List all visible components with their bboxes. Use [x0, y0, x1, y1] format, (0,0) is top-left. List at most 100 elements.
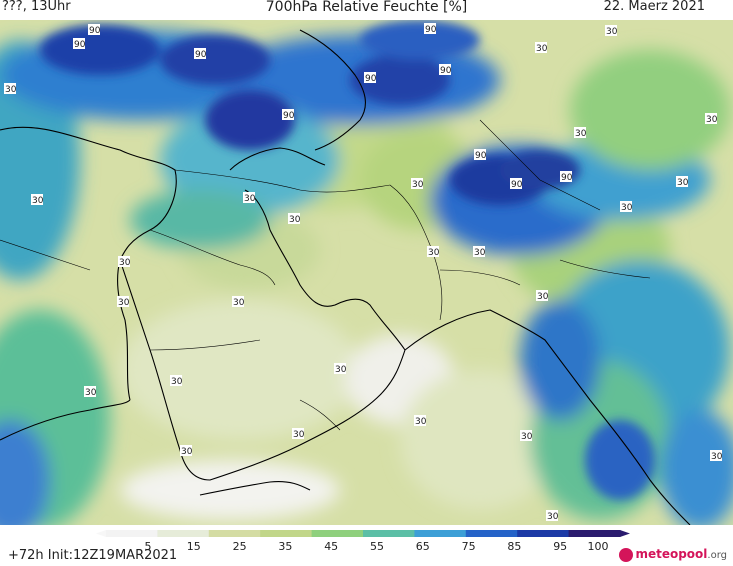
- contour-label-30: 30: [411, 178, 424, 190]
- contour-label-30: 30: [414, 415, 427, 427]
- svg-text:90: 90: [511, 180, 523, 190]
- svg-text:30: 30: [244, 194, 256, 204]
- svg-text:30: 30: [575, 129, 587, 139]
- contour-label-30: 30: [84, 386, 97, 398]
- forecast-day-label: ???, 13Uhr: [2, 0, 71, 14]
- svg-text:30: 30: [289, 215, 301, 225]
- svg-text:90: 90: [195, 50, 207, 60]
- svg-text:30: 30: [412, 180, 424, 190]
- contour-label-90: 90: [510, 178, 523, 190]
- svg-text:90: 90: [89, 26, 101, 36]
- colorbar-tick-label: 55: [370, 540, 384, 553]
- svg-text:30: 30: [118, 298, 130, 308]
- colorbar-tick-label: 95: [553, 540, 567, 553]
- contour-label-90: 90: [282, 109, 295, 121]
- contour-label-30: 30: [31, 194, 44, 206]
- contour-label-30: 30: [292, 428, 305, 440]
- colorbar-tick-label: 35: [278, 540, 292, 553]
- map-title: 700hPa Relative Feuchte [%]: [265, 0, 468, 15]
- contour-label-30: 30: [473, 246, 486, 258]
- svg-text:30: 30: [415, 417, 427, 427]
- contour-label-30: 30: [232, 296, 245, 308]
- svg-text:30: 30: [85, 388, 97, 398]
- contour-label-90: 90: [439, 64, 452, 76]
- contour-label-30: 30: [4, 83, 17, 95]
- colorbar-segment: [106, 530, 158, 537]
- colorbar-tick-label: 100: [588, 540, 609, 553]
- colorbar-tick-label: 65: [416, 540, 430, 553]
- svg-text:30: 30: [621, 203, 633, 213]
- colorbar-tick-label: 15: [187, 540, 201, 553]
- meteopool-logo-icon: [619, 547, 634, 562]
- contour-label-90: 90: [474, 149, 487, 161]
- contour-labels: 90 90 90 90 90 90 90 90 90 90 30 30 30 3…: [4, 23, 723, 522]
- colorbar-tick-label: 75: [462, 540, 476, 553]
- colorbar-segment: [363, 530, 415, 537]
- contour-label-90: 90: [88, 24, 101, 36]
- svg-text:30: 30: [706, 115, 718, 125]
- colorbar-tick-label: 85: [507, 540, 521, 553]
- svg-text:30: 30: [171, 377, 183, 387]
- svg-text:30: 30: [428, 248, 440, 258]
- contour-label-30: 30: [546, 510, 559, 522]
- contour-label-30: 30: [710, 450, 723, 462]
- svg-text:90: 90: [283, 111, 295, 121]
- svg-text:90: 90: [440, 66, 452, 76]
- humidity-field: [0, 30, 733, 540]
- contour-label-30: 30: [118, 256, 131, 268]
- svg-text:30: 30: [606, 27, 618, 37]
- contour-label-30: 30: [170, 375, 183, 387]
- humidity-map: 90 90 90 90 90 90 90 90 90 90 30 30 30 3…: [0, 20, 733, 540]
- colorbar-tick-label: 25: [233, 540, 247, 553]
- contour-label-30: 30: [676, 176, 689, 188]
- svg-text:30: 30: [293, 430, 305, 440]
- colorbar-segment: [465, 530, 518, 537]
- contour-label-30: 30: [536, 290, 549, 302]
- svg-text:90: 90: [561, 173, 573, 183]
- colorbar-segment: [311, 530, 364, 537]
- svg-text:30: 30: [711, 452, 723, 462]
- contour-label-90: 90: [73, 38, 86, 50]
- forecast-date: 22. Maerz 2021: [603, 0, 705, 14]
- colorbar-max-arrow: [620, 530, 630, 537]
- contour-label-30: 30: [180, 445, 193, 457]
- colorbar-tick-label: 45: [324, 540, 338, 553]
- contour-label-30: 30: [605, 25, 618, 37]
- svg-text:90: 90: [74, 40, 86, 50]
- contour-label-30: 30: [620, 201, 633, 213]
- contour-label-30: 30: [520, 430, 533, 442]
- svg-text:30: 30: [521, 432, 533, 442]
- colorbar-segment: [414, 530, 467, 537]
- colorbar-tick-label: 5: [145, 540, 152, 553]
- svg-text:30: 30: [233, 298, 245, 308]
- colorbar: 5 15 25 35 45 55 65 75 85 95 100: [96, 530, 630, 553]
- svg-text:30: 30: [181, 447, 193, 457]
- contour-label-90: 90: [194, 48, 207, 60]
- contour-label-30: 30: [535, 42, 548, 54]
- svg-text:30: 30: [335, 365, 347, 375]
- colorbar-segment: [517, 530, 570, 537]
- svg-text:30: 30: [536, 44, 548, 54]
- svg-text:90: 90: [475, 151, 487, 161]
- country-borders: [0, 119, 651, 431]
- svg-text:30: 30: [32, 196, 44, 206]
- contour-label-90: 90: [424, 23, 437, 35]
- coastlines: [0, 29, 691, 526]
- svg-text:30: 30: [474, 248, 486, 258]
- contour-label-30: 30: [243, 192, 256, 204]
- contour-label-30: 30: [117, 296, 130, 308]
- header-bar: ???, 13Uhr 700hPa Relative Feuchte [%] 2…: [0, 0, 733, 20]
- meteopool-logo[interactable]: meteopool.org: [619, 547, 727, 562]
- footer: 5 15 25 35 45 55 65 75 85 95 100: [0, 525, 733, 566]
- svg-text:90: 90: [365, 74, 377, 84]
- contour-label-30: 30: [334, 363, 347, 375]
- svg-text:30: 30: [119, 258, 131, 268]
- svg-text:30: 30: [547, 512, 559, 522]
- humidity-core: [40, 20, 655, 500]
- colorbar-segment: [568, 530, 621, 537]
- contour-label-30: 30: [705, 113, 718, 125]
- svg-text:30: 30: [677, 178, 689, 188]
- svg-text:30: 30: [5, 85, 17, 95]
- svg-text:30: 30: [537, 292, 549, 302]
- colorbar-segment: [208, 530, 261, 537]
